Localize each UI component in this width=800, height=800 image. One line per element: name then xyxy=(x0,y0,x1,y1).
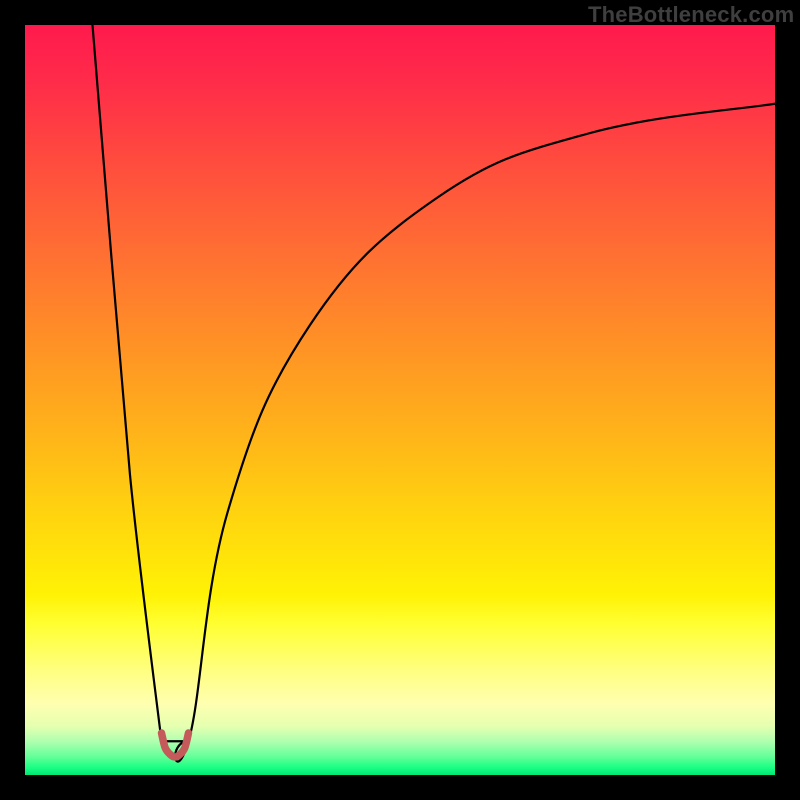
bottleneck-curve xyxy=(93,25,776,762)
curve-svg xyxy=(25,25,775,775)
chart-container: { "canvas": { "width": 800, "height": 80… xyxy=(0,0,800,800)
dip-marker xyxy=(162,733,189,757)
watermark-text: TheBottleneck.com xyxy=(588,2,794,28)
plot-area xyxy=(25,25,775,775)
